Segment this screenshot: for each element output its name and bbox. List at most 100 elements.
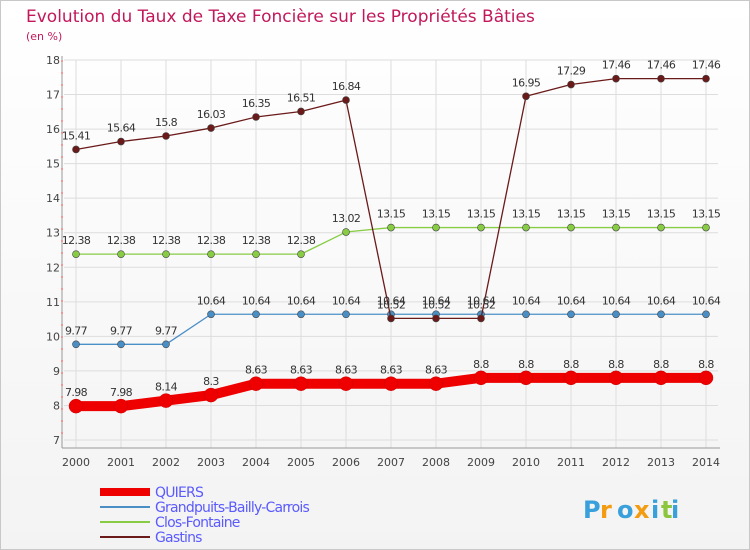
data-point-clos-fontaine <box>207 250 215 258</box>
legend: QUIERSGrandpuits-Bailly-CarroisClos-Font… <box>100 485 310 546</box>
data-label-gastins: 16.95 <box>512 76 541 89</box>
grid-layer <box>64 59 718 448</box>
data-point-quiers <box>608 370 624 386</box>
data-point-grandpuits-bailly-carrois <box>567 310 575 319</box>
data-point-grandpuits-bailly-carrois <box>72 340 80 349</box>
data-point-grandpuits-bailly-carrois <box>522 310 530 319</box>
data-point-clos-fontaine <box>162 250 170 258</box>
data-point-clos-fontaine <box>72 250 80 258</box>
data-label-quiers: 7.98 <box>65 386 88 399</box>
data-point-clos-fontaine <box>567 223 575 232</box>
data-label-quiers: 8.8 <box>563 358 579 371</box>
data-label-gastins: 16.84 <box>332 80 361 93</box>
legend-label-grandpuits-bailly-carrois: Grandpuits-Bailly-Carrois <box>155 500 309 516</box>
data-label-quiers: 8.63 <box>290 364 313 377</box>
data-label-grandpuits-bailly-carrois: 10.64 <box>692 294 721 307</box>
chart-subtitle: (en %) <box>26 30 62 43</box>
x-tick-label: 2000 <box>62 456 90 469</box>
data-point-gastins <box>252 113 260 121</box>
logo-letter: P <box>583 496 601 524</box>
x-tick-label: 2006 <box>332 456 360 469</box>
data-point-grandpuits-bailly-carrois <box>117 340 125 349</box>
data-label-gastins: 17.29 <box>557 65 586 78</box>
data-point-quiers <box>428 376 444 391</box>
data-point-grandpuits-bailly-carrois <box>252 310 260 319</box>
x-tick-label: 2013 <box>647 456 675 469</box>
data-point-quiers <box>293 376 309 391</box>
data-label-gastins: 16.35 <box>242 97 271 110</box>
data-label-clos-fontaine: 13.15 <box>557 208 586 221</box>
data-label-clos-fontaine: 12.38 <box>62 234 91 247</box>
data-point-gastins <box>387 314 395 323</box>
y-tick-label: 16 <box>46 123 60 136</box>
data-point-grandpuits-bailly-carrois <box>207 310 215 319</box>
x-tick-label: 2003 <box>197 456 225 469</box>
data-label-grandpuits-bailly-carrois: 10.64 <box>467 294 496 307</box>
x-tick-label: 2014 <box>692 456 720 469</box>
y-tick-label: 11 <box>46 296 60 309</box>
data-label-clos-fontaine: 13.15 <box>647 208 676 221</box>
data-point-grandpuits-bailly-carrois <box>657 310 665 319</box>
axis-layer: 7 8 9 10 11 12 13 14 15 16 17 18 2000 2001 2002 2003 200… <box>46 54 720 469</box>
data-point-quiers <box>383 376 399 391</box>
data-label-grandpuits-bailly-carrois: 10.64 <box>422 294 451 307</box>
data-point-gastins <box>297 107 305 116</box>
data-point-quiers <box>203 387 219 403</box>
data-point-clos-fontaine <box>702 223 710 232</box>
y-tick-label: 10 <box>46 330 60 343</box>
logo-letter: t <box>661 496 672 524</box>
data-point-grandpuits-bailly-carrois <box>342 310 350 319</box>
logo-letter: i <box>671 496 679 524</box>
data-label-clos-fontaine: 13.15 <box>377 208 406 221</box>
data-label-gastins: 15.64 <box>107 122 136 135</box>
data-point-quiers <box>68 398 84 414</box>
data-point-clos-fontaine <box>477 223 485 232</box>
data-label-grandpuits-bailly-carrois: 10.64 <box>377 294 406 307</box>
x-tick-label: 2002 <box>152 456 180 469</box>
x-tick-label: 2004 <box>242 456 270 469</box>
data-label-clos-fontaine: 12.38 <box>242 234 271 247</box>
logo-letter: i <box>651 496 659 524</box>
data-label-clos-fontaine: 13.15 <box>512 208 541 221</box>
data-point-gastins <box>432 314 440 323</box>
data-label-gastins: 17.46 <box>602 59 631 72</box>
data-point-quiers <box>113 398 129 414</box>
data-point-quiers <box>473 370 489 386</box>
data-label-grandpuits-bailly-carrois: 9.77 <box>65 324 88 337</box>
data-point-quiers <box>518 370 534 386</box>
data-point-clos-fontaine <box>522 223 530 232</box>
data-point-clos-fontaine <box>387 223 395 232</box>
data-point-gastins <box>657 74 665 83</box>
data-label-quiers: 8.8 <box>653 358 669 371</box>
data-label-grandpuits-bailly-carrois: 10.64 <box>647 294 676 307</box>
series-layer <box>68 74 714 414</box>
data-point-clos-fontaine <box>342 228 350 236</box>
data-label-clos-fontaine: 13.15 <box>467 208 496 221</box>
data-point-gastins <box>702 74 710 83</box>
x-tick-label: 2010 <box>512 456 540 469</box>
y-tick-label: 7 <box>53 434 60 447</box>
y-tick-label: 15 <box>46 158 60 171</box>
data-point-quiers <box>563 370 579 386</box>
data-label-grandpuits-bailly-carrois: 9.77 <box>155 324 178 337</box>
x-tick-label: 2011 <box>557 456 585 469</box>
data-label-quiers: 8.8 <box>698 358 714 371</box>
data-point-grandpuits-bailly-carrois <box>612 310 620 319</box>
data-point-gastins <box>522 92 530 101</box>
y-tick-label: 18 <box>46 54 60 67</box>
x-tick-label: 2001 <box>107 456 135 469</box>
data-point-gastins <box>117 137 125 146</box>
data-point-gastins <box>477 314 485 323</box>
data-label-grandpuits-bailly-carrois: 9.77 <box>110 324 133 337</box>
y-tick-label: 8 <box>53 399 60 412</box>
data-label-grandpuits-bailly-carrois: 10.64 <box>557 294 586 307</box>
legend-label-gastins: Gastins <box>155 530 202 546</box>
data-point-quiers <box>338 376 354 391</box>
data-label-quiers: 8.3 <box>203 375 219 388</box>
data-label-quiers: 8.63 <box>245 364 268 377</box>
data-point-gastins <box>207 124 215 132</box>
logo-letter: r <box>600 496 612 524</box>
y-tick-label: 17 <box>46 89 60 102</box>
data-label-quiers: 8.8 <box>608 358 624 371</box>
